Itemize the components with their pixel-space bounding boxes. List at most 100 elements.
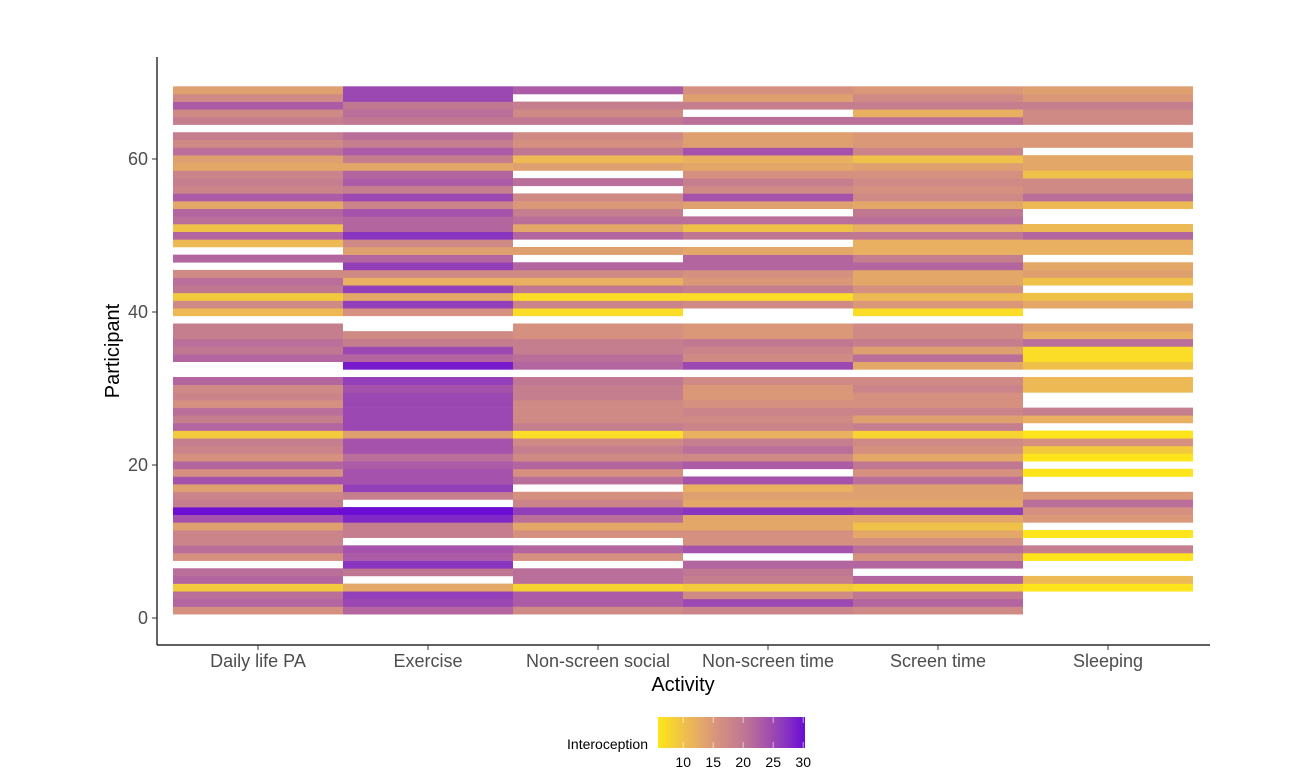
heatmap-cell <box>513 155 683 164</box>
heatmap-cell <box>513 231 683 240</box>
heatmap-cell <box>173 178 343 187</box>
heatmap-cell <box>1023 453 1193 462</box>
heatmap-cell <box>343 507 513 516</box>
heatmap-cell <box>853 246 1023 255</box>
heatmap-cell <box>683 170 853 179</box>
heatmap-cell <box>683 147 853 156</box>
heatmap-cell <box>1023 507 1193 516</box>
heatmap-cell <box>173 491 343 500</box>
heatmap-cell <box>173 598 343 607</box>
heatmap-cell <box>343 224 513 232</box>
heatmap-cell <box>513 331 683 340</box>
heatmap-cell <box>343 216 513 225</box>
heatmap-cell <box>513 415 683 424</box>
heatmap-cell <box>853 484 1023 493</box>
heatmap-cell <box>343 484 513 493</box>
heatmap-cell <box>173 338 343 347</box>
heatmap-cell <box>343 86 513 95</box>
heatmap-cell <box>853 354 1023 363</box>
heatmap-cell <box>853 262 1023 271</box>
heatmap-cell <box>853 269 1023 278</box>
heatmap-cell <box>343 101 513 110</box>
heatmap-cell <box>513 101 683 110</box>
heatmap-cell <box>173 132 343 141</box>
heatmap-cell <box>1023 155 1193 164</box>
heatmap-cell <box>173 269 343 278</box>
heatmap-cell <box>513 522 683 531</box>
heatmap-cell <box>853 139 1023 148</box>
heatmap-cell <box>853 109 1023 118</box>
heatmap-cell <box>173 384 343 393</box>
heatmap-cell <box>1023 499 1193 508</box>
heatmap-cell <box>683 537 853 546</box>
heatmap-cell <box>173 101 343 110</box>
heatmap-cell <box>173 216 343 225</box>
heatmap-cell <box>173 522 343 531</box>
heatmap-cell <box>513 162 683 171</box>
heatmap-cell <box>173 606 343 615</box>
heatmap-cell <box>513 193 683 202</box>
color-legend: Interoception 10 15 20 25 30 <box>567 717 811 770</box>
heatmap-cell <box>173 346 343 355</box>
heatmap-cell <box>853 338 1023 347</box>
heatmap-cell <box>1023 86 1193 95</box>
heatmap-cell <box>853 598 1023 607</box>
heatmap-cell <box>683 384 853 393</box>
x-tick-label: Non-screen time <box>702 651 834 671</box>
heatmap-cell <box>343 338 513 347</box>
heatmap-cell <box>173 208 343 217</box>
legend-title: Interoception <box>567 736 648 752</box>
heatmap-cell <box>343 392 513 401</box>
heatmap-cell <box>683 461 853 470</box>
heatmap-cell <box>853 170 1023 179</box>
heatmap-cell <box>683 323 853 332</box>
heatmap-cell <box>683 331 853 340</box>
heatmap-cell <box>343 399 513 408</box>
legend-tick-label: 15 <box>705 754 721 770</box>
heatmap-cell <box>853 254 1023 263</box>
heatmap-cell <box>853 399 1023 408</box>
heatmap-cell <box>343 132 513 141</box>
heatmap-cell <box>513 507 683 516</box>
x-tick-label: Sleeping <box>1073 651 1143 671</box>
y-tick-label: 0 <box>138 608 148 628</box>
heatmap-cell <box>513 384 683 393</box>
heatmap-cell <box>683 499 853 508</box>
heatmap-cell <box>1023 338 1193 347</box>
heatmap-cell <box>683 346 853 355</box>
heatmap-cell <box>853 522 1023 531</box>
heatmap-cell <box>513 201 683 210</box>
heatmap-cell <box>1023 178 1193 187</box>
heatmap-cell <box>173 461 343 470</box>
heatmap-cell <box>343 568 513 577</box>
heatmap-cell <box>343 246 513 255</box>
heatmap-cell <box>513 392 683 401</box>
heatmap-cell <box>853 292 1023 301</box>
heatmap-cell <box>853 422 1023 431</box>
heatmap-cell <box>513 323 683 332</box>
heatmap-cell <box>683 155 853 164</box>
heatmap-cell <box>513 575 683 584</box>
heatmap-cell <box>1023 162 1193 171</box>
heatmap-cell <box>343 445 513 454</box>
heatmap-cell <box>683 476 853 485</box>
heatmap-cell <box>1023 132 1193 141</box>
heatmap-cell <box>853 147 1023 156</box>
heatmap-cell <box>343 285 513 294</box>
heatmap-cell <box>683 522 853 531</box>
heatmap-cell <box>513 338 683 347</box>
heatmap-cell <box>343 208 513 217</box>
heatmap-cell <box>513 139 683 148</box>
heatmap-cell <box>683 407 853 416</box>
heatmap-cell <box>173 484 343 493</box>
heatmap-cell <box>343 377 513 385</box>
heatmap-cell <box>173 323 343 332</box>
heatmap-cell <box>683 422 853 431</box>
heatmap-cell <box>513 530 683 538</box>
heatmap-cell <box>513 285 683 294</box>
legend-tick-label: 20 <box>735 754 751 770</box>
heatmap-cell <box>853 300 1023 309</box>
heatmap-cell <box>683 201 853 210</box>
heatmap-cell <box>343 407 513 416</box>
heatmap-cell <box>683 269 853 278</box>
